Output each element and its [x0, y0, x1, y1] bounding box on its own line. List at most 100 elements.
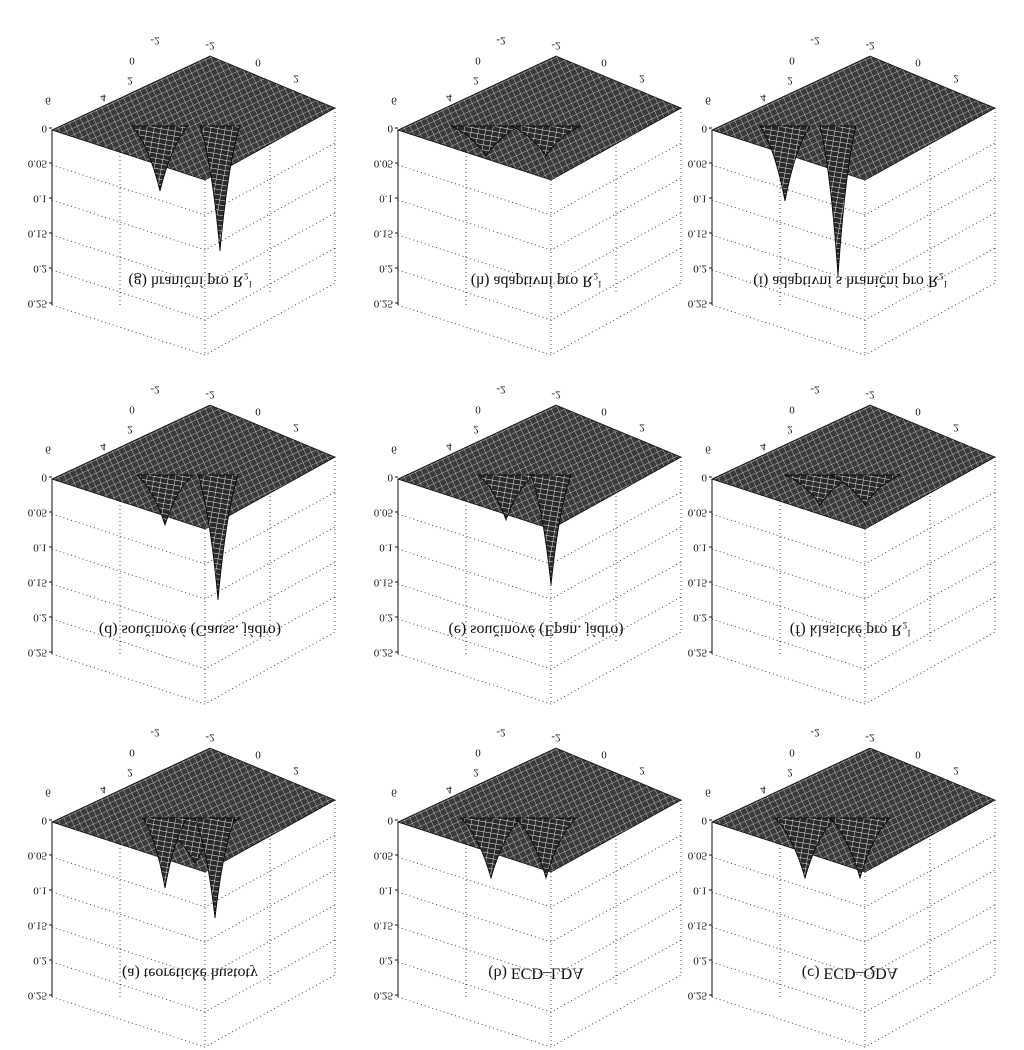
y-tick-label: 0 [601, 405, 607, 417]
x-tick-label: 2 [473, 74, 479, 86]
x-tick-label: 0 [789, 54, 795, 66]
x-tick-label: 6 [45, 786, 51, 798]
grid-line [51, 282, 336, 356]
z-tick-label: 0 [388, 122, 394, 134]
panel: 0 0.05 0.1 0.15 0.2 0.25 6 4 2 0 -2 -2 0 2 (f) klasick… [688, 383, 996, 705]
z-tick-label: 0.15 [374, 227, 394, 239]
y-tick-label: 2 [639, 72, 645, 84]
z-tick-label: 0.2 [693, 954, 707, 966]
caption: (a) teoretické hustoty [122, 964, 258, 981]
z-tick-label: 0.25 [374, 297, 394, 309]
surface-dip [774, 817, 836, 880]
z-tick-label: 0 [42, 122, 48, 134]
z-tick-label: 0.15 [688, 919, 708, 931]
y-tick-label: -2 [205, 388, 214, 400]
grid-line [397, 974, 682, 1048]
caption: (g) hraniční pro R₂ˡ [128, 272, 252, 289]
x-tick-label: -2 [810, 34, 819, 46]
z-tick-label: 0.1 [33, 541, 47, 553]
panel: 0 0.05 0.1 0.15 0.2 0.25 6 4 2 0 -2 -2 0 2 (b) ECD–LDA [374, 726, 682, 1048]
y-tick-label: -2 [551, 39, 560, 51]
z-tick-label: 0.05 [374, 506, 394, 518]
grid-line [711, 834, 996, 908]
grid-line [711, 282, 996, 356]
surface-dip [199, 125, 241, 252]
z-tick-label: 0.1 [33, 884, 47, 896]
surface-dip [194, 817, 236, 919]
z-tick-label: 0.05 [28, 157, 48, 169]
y-tick-label: 0 [915, 56, 921, 68]
grid-line [397, 282, 682, 356]
caption: (e) součinové (Epan. jádro) [448, 621, 623, 638]
x-tick-label: -2 [496, 34, 505, 46]
panel: 0 0.05 0.1 0.15 0.2 0.25 6 4 2 0 -2 -2 0 2 (a) teoreti… [28, 726, 336, 1048]
x-tick-label: 2 [127, 74, 133, 86]
surface-dip [510, 125, 582, 157]
x-tick-label: 6 [391, 94, 397, 106]
surface-dip [829, 817, 891, 880]
z-tick-label: 0.1 [693, 884, 707, 896]
z-tick-label: 0.1 [693, 192, 707, 204]
x-tick-label: -2 [496, 383, 505, 395]
z-tick-label: 0.25 [688, 989, 708, 1001]
z-tick-label: 0.15 [374, 919, 394, 931]
z-tick-label: 0.2 [33, 262, 47, 274]
surface-plane [396, 747, 682, 873]
x-tick-label: 2 [473, 423, 479, 435]
x-tick-label: -2 [150, 726, 159, 738]
x-tick-label: 6 [391, 443, 397, 455]
surface-dip [450, 125, 522, 157]
surface-plane [50, 404, 336, 530]
z-tick-label: 0 [388, 814, 394, 826]
y-tick-label: 2 [639, 421, 645, 433]
z-tick-label: 0.05 [688, 157, 708, 169]
z-tick-label: 0.05 [688, 506, 708, 518]
x-tick-label: -2 [496, 726, 505, 738]
panel: 0 0.05 0.1 0.15 0.2 0.25 6 4 2 0 -2 -2 0 2 (i) adaptiv… [688, 34, 996, 356]
z-tick-label: 0.2 [33, 611, 47, 623]
surface-plane [50, 747, 336, 873]
y-tick-label: 2 [953, 421, 959, 433]
y-tick-label: 2 [639, 764, 645, 776]
z-tick-label: 0 [702, 471, 708, 483]
grid-line [397, 142, 682, 216]
surface-dip [460, 817, 522, 880]
grid-line [51, 869, 336, 943]
x-tick-label: 6 [705, 94, 711, 106]
x-tick-label: 6 [705, 786, 711, 798]
z-tick-label: 0.15 [28, 919, 48, 931]
x-tick-label: 4 [100, 91, 106, 103]
z-tick-label: 0.05 [28, 849, 48, 861]
z-tick-label: 0.05 [374, 849, 394, 861]
x-tick-label: 2 [473, 766, 479, 778]
grid-line [51, 142, 336, 216]
caption: (d) součinové (Gauss. jádro) [99, 621, 281, 638]
panel: 0 0.05 0.1 0.15 0.2 0.25 6 4 2 0 -2 -2 0 2 (e) součino… [374, 383, 682, 705]
z-tick-label: 0.15 [28, 227, 48, 239]
z-tick-label: 0.1 [33, 192, 47, 204]
grid-line [51, 974, 336, 1048]
z-tick-label: 0.15 [28, 576, 48, 588]
z-tick-label: 0 [702, 814, 708, 826]
x-tick-label: 2 [127, 423, 133, 435]
surface-plane [710, 747, 996, 873]
y-tick-label: -2 [865, 388, 874, 400]
y-tick-label: 2 [293, 421, 299, 433]
panel: 0 0.05 0.1 0.15 0.2 0.25 6 4 2 0 -2 -2 0 2 (h) adaptiv… [374, 34, 682, 356]
y-tick-label: -2 [551, 731, 560, 743]
z-tick-label: 0.15 [688, 576, 708, 588]
z-tick-label: 0.2 [379, 954, 393, 966]
z-tick-label: 0.05 [688, 849, 708, 861]
grid-line [51, 177, 336, 251]
grid-line [397, 834, 682, 908]
x-tick-label: 4 [760, 440, 766, 452]
grid-line [51, 834, 336, 908]
z-tick-label: 0.15 [688, 227, 708, 239]
x-tick-label: 4 [446, 91, 452, 103]
z-tick-label: 0.1 [693, 541, 707, 553]
z-tick-label: 0.2 [33, 954, 47, 966]
x-tick-label: 4 [446, 440, 452, 452]
surface-plane [396, 55, 682, 181]
z-tick-label: 0.25 [28, 646, 48, 658]
